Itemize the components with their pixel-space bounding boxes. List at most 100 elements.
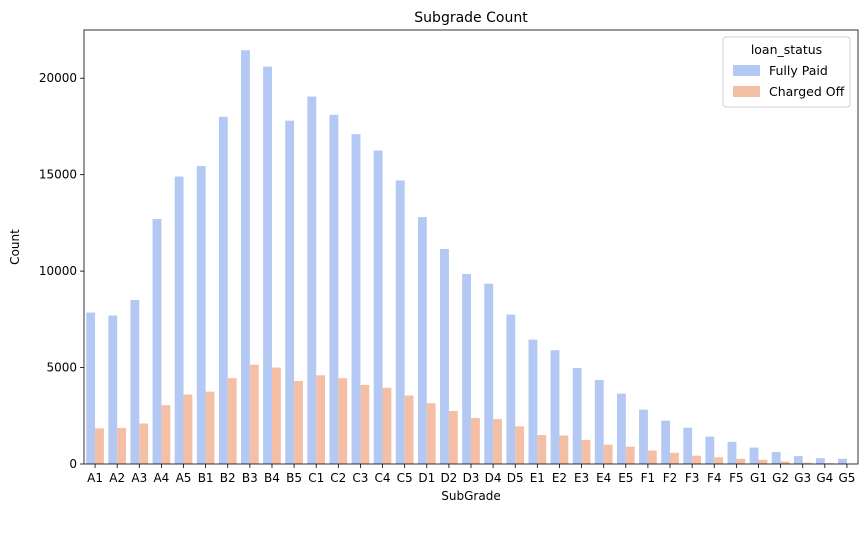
bar-fully-paid-D2 [440,248,449,464]
x-tick-label-D2: D2 [440,471,457,485]
bar-charged-off-D5 [515,426,525,464]
bar-fully-paid-D1 [417,217,427,464]
bar-charged-off-A2 [117,427,127,464]
bar-fully-paid-G3 [793,456,803,464]
x-tick-label-E1: E1 [530,471,545,485]
bar-fully-paid-F3 [683,427,693,464]
bar-fully-paid-F5 [727,441,737,464]
x-tick-label-E3: E3 [574,471,589,485]
bar-charged-off-F2 [670,452,679,464]
x-tick-label-A2: A2 [109,471,125,485]
bar-fully-paid-C3 [351,134,361,464]
x-tick-label-F3: F3 [685,471,700,485]
x-tick-label-G4: G4 [816,471,833,485]
x-tick-label-F1: F1 [641,471,656,485]
legend-label-charged-off: Charged Off [769,84,845,99]
bar-fully-paid-E3 [572,367,582,464]
bar-charged-off-A1 [95,428,104,464]
y-tick-label-0: 0 [69,457,77,471]
bar-charged-off-C5 [404,395,414,464]
bar-charged-off-E5 [625,446,635,464]
bar-fully-paid-B2 [218,116,228,465]
bar-fully-paid-D5 [506,314,516,464]
legend-label-fully-paid: Fully Paid [769,63,828,78]
x-tick-label-B5: B5 [286,471,302,485]
x-tick-label-A1: A1 [87,471,103,485]
x-tick-label-A3: A3 [131,471,147,485]
bar-fully-paid-A2 [108,315,118,464]
bar-charged-off-F5 [736,458,746,464]
bar-charged-off-B3 [249,364,259,464]
bar-charged-off-G2 [780,461,790,464]
bar-fully-paid-C5 [395,180,405,464]
bar-fully-paid-D4 [484,283,494,464]
x-tick-label-B3: B3 [242,471,258,485]
bar-charged-off-A3 [139,423,149,464]
bar-fully-paid-E1 [528,339,538,464]
bar-charged-off-C3 [360,384,370,464]
x-tick-label-A5: A5 [176,471,192,485]
x-tick-label-G2: G2 [772,471,789,485]
bar-charged-off-A4 [161,405,171,464]
bar-fully-paid-A4 [152,219,162,464]
bar-charged-off-E2 [559,435,569,464]
x-tick-label-F5: F5 [729,471,744,485]
bar-charged-off-E1 [537,435,547,464]
y-tick-label-20000: 20000 [39,71,77,85]
x-tick-label-D3: D3 [463,471,480,485]
bar-fully-paid-C1 [307,96,317,465]
bar-charged-off-E3 [581,439,591,464]
y-tick-label-15000: 15000 [39,168,77,182]
bar-fully-paid-C2 [329,114,339,465]
bar-fully-paid-E2 [550,350,560,464]
bar-charged-off-D3 [471,418,480,464]
bar-fully-paid-D3 [462,274,471,464]
bar-fully-paid-F1 [639,409,648,464]
legend-swatch-fully-paid [733,65,760,76]
bar-fully-paid-E5 [616,393,626,464]
bar-fully-paid-C4 [373,150,383,464]
x-tick-label-A4: A4 [153,471,169,485]
x-tick-label-C2: C2 [330,471,346,485]
bar-charged-off-A5 [183,394,193,464]
bar-charged-off-D1 [426,403,436,464]
bar-fully-paid-B3 [241,50,250,464]
bar-charged-off-C2 [338,378,348,464]
x-tick-label-G3: G3 [794,471,811,485]
bar-charged-off-D2 [448,410,458,464]
x-tick-label-G5: G5 [838,471,855,485]
x-tick-label-F2: F2 [663,471,678,485]
chart-title: Subgrade Count [414,10,528,26]
bar-fully-paid-G1 [749,447,759,464]
x-tick-label-E2: E2 [552,471,567,485]
bar-fully-paid-G2 [771,452,781,464]
x-tick-label-D1: D1 [418,471,435,485]
bar-charged-off-F3 [692,455,701,464]
legend: loan_status Fully Paid Charged Off [722,36,851,108]
bar-charged-off-C1 [316,375,326,464]
bar-fully-paid-A3 [130,300,140,464]
bar-fully-paid-B1 [196,165,206,465]
x-axis-label: SubGrade [441,489,500,503]
bar-charged-off-F4 [714,457,724,464]
x-tick-label-B2: B2 [220,471,236,485]
x-ticks-group: A1 A2 A3 A4 A5 B1 B2 B3 B4 B5 C1 C2 C3 C4 C5 D1 D2 D3 D4 D5… [87,464,855,485]
bar-charged-off-B5 [294,381,303,464]
bar-charged-off-G3 [802,462,812,464]
bar-charged-off-B1 [205,391,215,464]
bar-charged-off-E4 [603,444,613,464]
bar-fully-paid-G5 [838,458,847,464]
y-ticks-group: 0 5000 10000 15000 20000 [39,71,84,471]
x-tick-label-D5: D5 [507,471,524,485]
x-tick-label-E5: E5 [618,471,633,485]
bar-fully-paid-F2 [661,420,671,464]
y-axis-label: Count [8,229,22,265]
bar-charged-off-D4 [493,419,502,464]
y-tick-label-10000: 10000 [39,264,77,278]
bar-charged-off-G1 [758,459,768,464]
bar-fully-paid-B4 [263,66,272,465]
plot-frame [83,29,859,465]
x-tick-label-C1: C1 [308,471,324,485]
y-tick-label-5000: 5000 [46,361,77,375]
